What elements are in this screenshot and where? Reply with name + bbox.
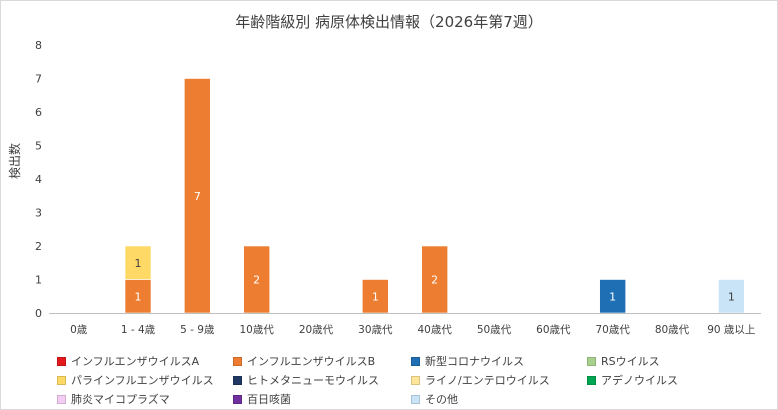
legend-swatch — [57, 375, 66, 385]
bar-segment — [124, 245, 152, 280]
bar-segment — [243, 245, 270, 314]
legend-swatch — [587, 356, 596, 366]
x-tick-label: 10歳代 — [239, 324, 274, 336]
bars: 1 1 7 2 1 2 1 1 — [124, 78, 745, 314]
y-tick-label: 6 — [35, 106, 42, 119]
legend-swatch — [411, 356, 420, 366]
bar-data-label: 7 — [194, 190, 201, 203]
x-tick-label: 90 歳以上 — [707, 324, 755, 336]
legend-item: ライノ/エンテロウイルス — [411, 372, 587, 388]
x-tick-label: 80歳代 — [655, 324, 690, 336]
bar-segment — [184, 78, 211, 314]
x-tick-label: 20歳代 — [299, 324, 334, 336]
legend-item: ヒトメタニューモウイルス — [233, 372, 411, 388]
y-tick-label: 5 — [35, 140, 42, 153]
y-tick-label: 8 — [35, 39, 42, 52]
legend-label: アデノウイルス — [601, 374, 678, 387]
y-axis-label: 検出数 — [7, 143, 22, 179]
legend-label: RSウイルス — [601, 355, 660, 368]
x-tick-label: 30歳代 — [358, 324, 393, 336]
bar-segment — [718, 279, 745, 314]
legend-swatch — [233, 375, 242, 385]
x-tick-label: 1 - 4歳 — [121, 324, 156, 336]
legend-item: RSウイルス — [587, 353, 763, 369]
bar-data-label: 1 — [135, 290, 142, 303]
legend-swatch — [57, 394, 66, 404]
y-tick-label: 1 — [35, 274, 42, 287]
bar-segment — [124, 279, 152, 314]
legend-swatch — [57, 356, 66, 366]
legend-swatch — [233, 356, 242, 366]
legend-label: 新型コロナウイルス — [425, 355, 524, 368]
legend-swatch — [587, 375, 596, 385]
legend-item: インフルエンザウイルスB — [233, 353, 411, 369]
legend-swatch — [233, 394, 242, 404]
legend-label: インフルエンザウイルスB — [247, 355, 376, 368]
legend: インフルエンザウイルスA インフルエンザウイルスB 新型コロナウイルス RSウイルスパ… — [57, 353, 777, 407]
y-tick-label: 2 — [35, 240, 42, 253]
legend-item: 百日咳菌 — [233, 391, 411, 407]
bar-data-label: 1 — [372, 290, 379, 303]
bar-data-label: 1 — [135, 257, 142, 270]
legend-item: アデノウイルス — [587, 372, 763, 388]
y-tick-label: 3 — [35, 207, 42, 220]
y-tick-label: 7 — [35, 73, 42, 86]
legend-label: 百日咳菌 — [247, 393, 291, 406]
bar-data-label: 2 — [253, 274, 260, 287]
bar-data-label: 1 — [728, 290, 735, 303]
legend-label: ヒトメタニューモウイルス — [247, 374, 379, 387]
legend-label: インフルエンザウイルスA — [71, 355, 200, 368]
legend-swatch — [411, 375, 420, 385]
legend-swatch — [411, 394, 420, 404]
legend-label: その他 — [425, 393, 458, 406]
legend-item: 肺炎マイコプラズマ — [57, 391, 233, 407]
bar-data-label: 2 — [431, 274, 438, 287]
legend-item: パラインフルエンザウイルス — [57, 372, 233, 388]
x-axis-ticks: 0歳 1 - 4歳 5 - 9歳 10歳代 20歳代 30歳代 40歳代 50歳代 60歳代 70… — [70, 324, 755, 336]
x-tick-label: 5 - 9歳 — [180, 324, 215, 336]
legend-item: 新型コロナウイルス — [411, 353, 587, 369]
x-tick-label: 60歳代 — [536, 324, 571, 336]
x-tick-label: 0歳 — [70, 324, 88, 336]
chart-title: 年齢階級別 病原体検出情報（2026年第7週） — [235, 13, 543, 31]
y-tick-label: 4 — [35, 173, 42, 186]
y-tick-label: 0 — [35, 307, 42, 320]
bar-segment — [421, 245, 448, 314]
legend-label: 肺炎マイコプラズマ — [71, 393, 170, 406]
x-tick-label: 40歳代 — [417, 324, 452, 336]
y-axis-ticks: 0 1 2 3 4 5 6 7 8 — [35, 39, 42, 320]
legend-label: ライノ/エンテロウイルス — [425, 374, 550, 387]
x-tick-label: 70歳代 — [595, 324, 630, 336]
legend-label: パラインフルエンザウイルス — [71, 374, 214, 387]
legend-item: インフルエンザウイルスA — [57, 353, 233, 369]
x-tick-label: 50歳代 — [477, 324, 512, 336]
legend-item: その他 — [411, 391, 587, 407]
bar-data-label: 1 — [609, 290, 616, 303]
